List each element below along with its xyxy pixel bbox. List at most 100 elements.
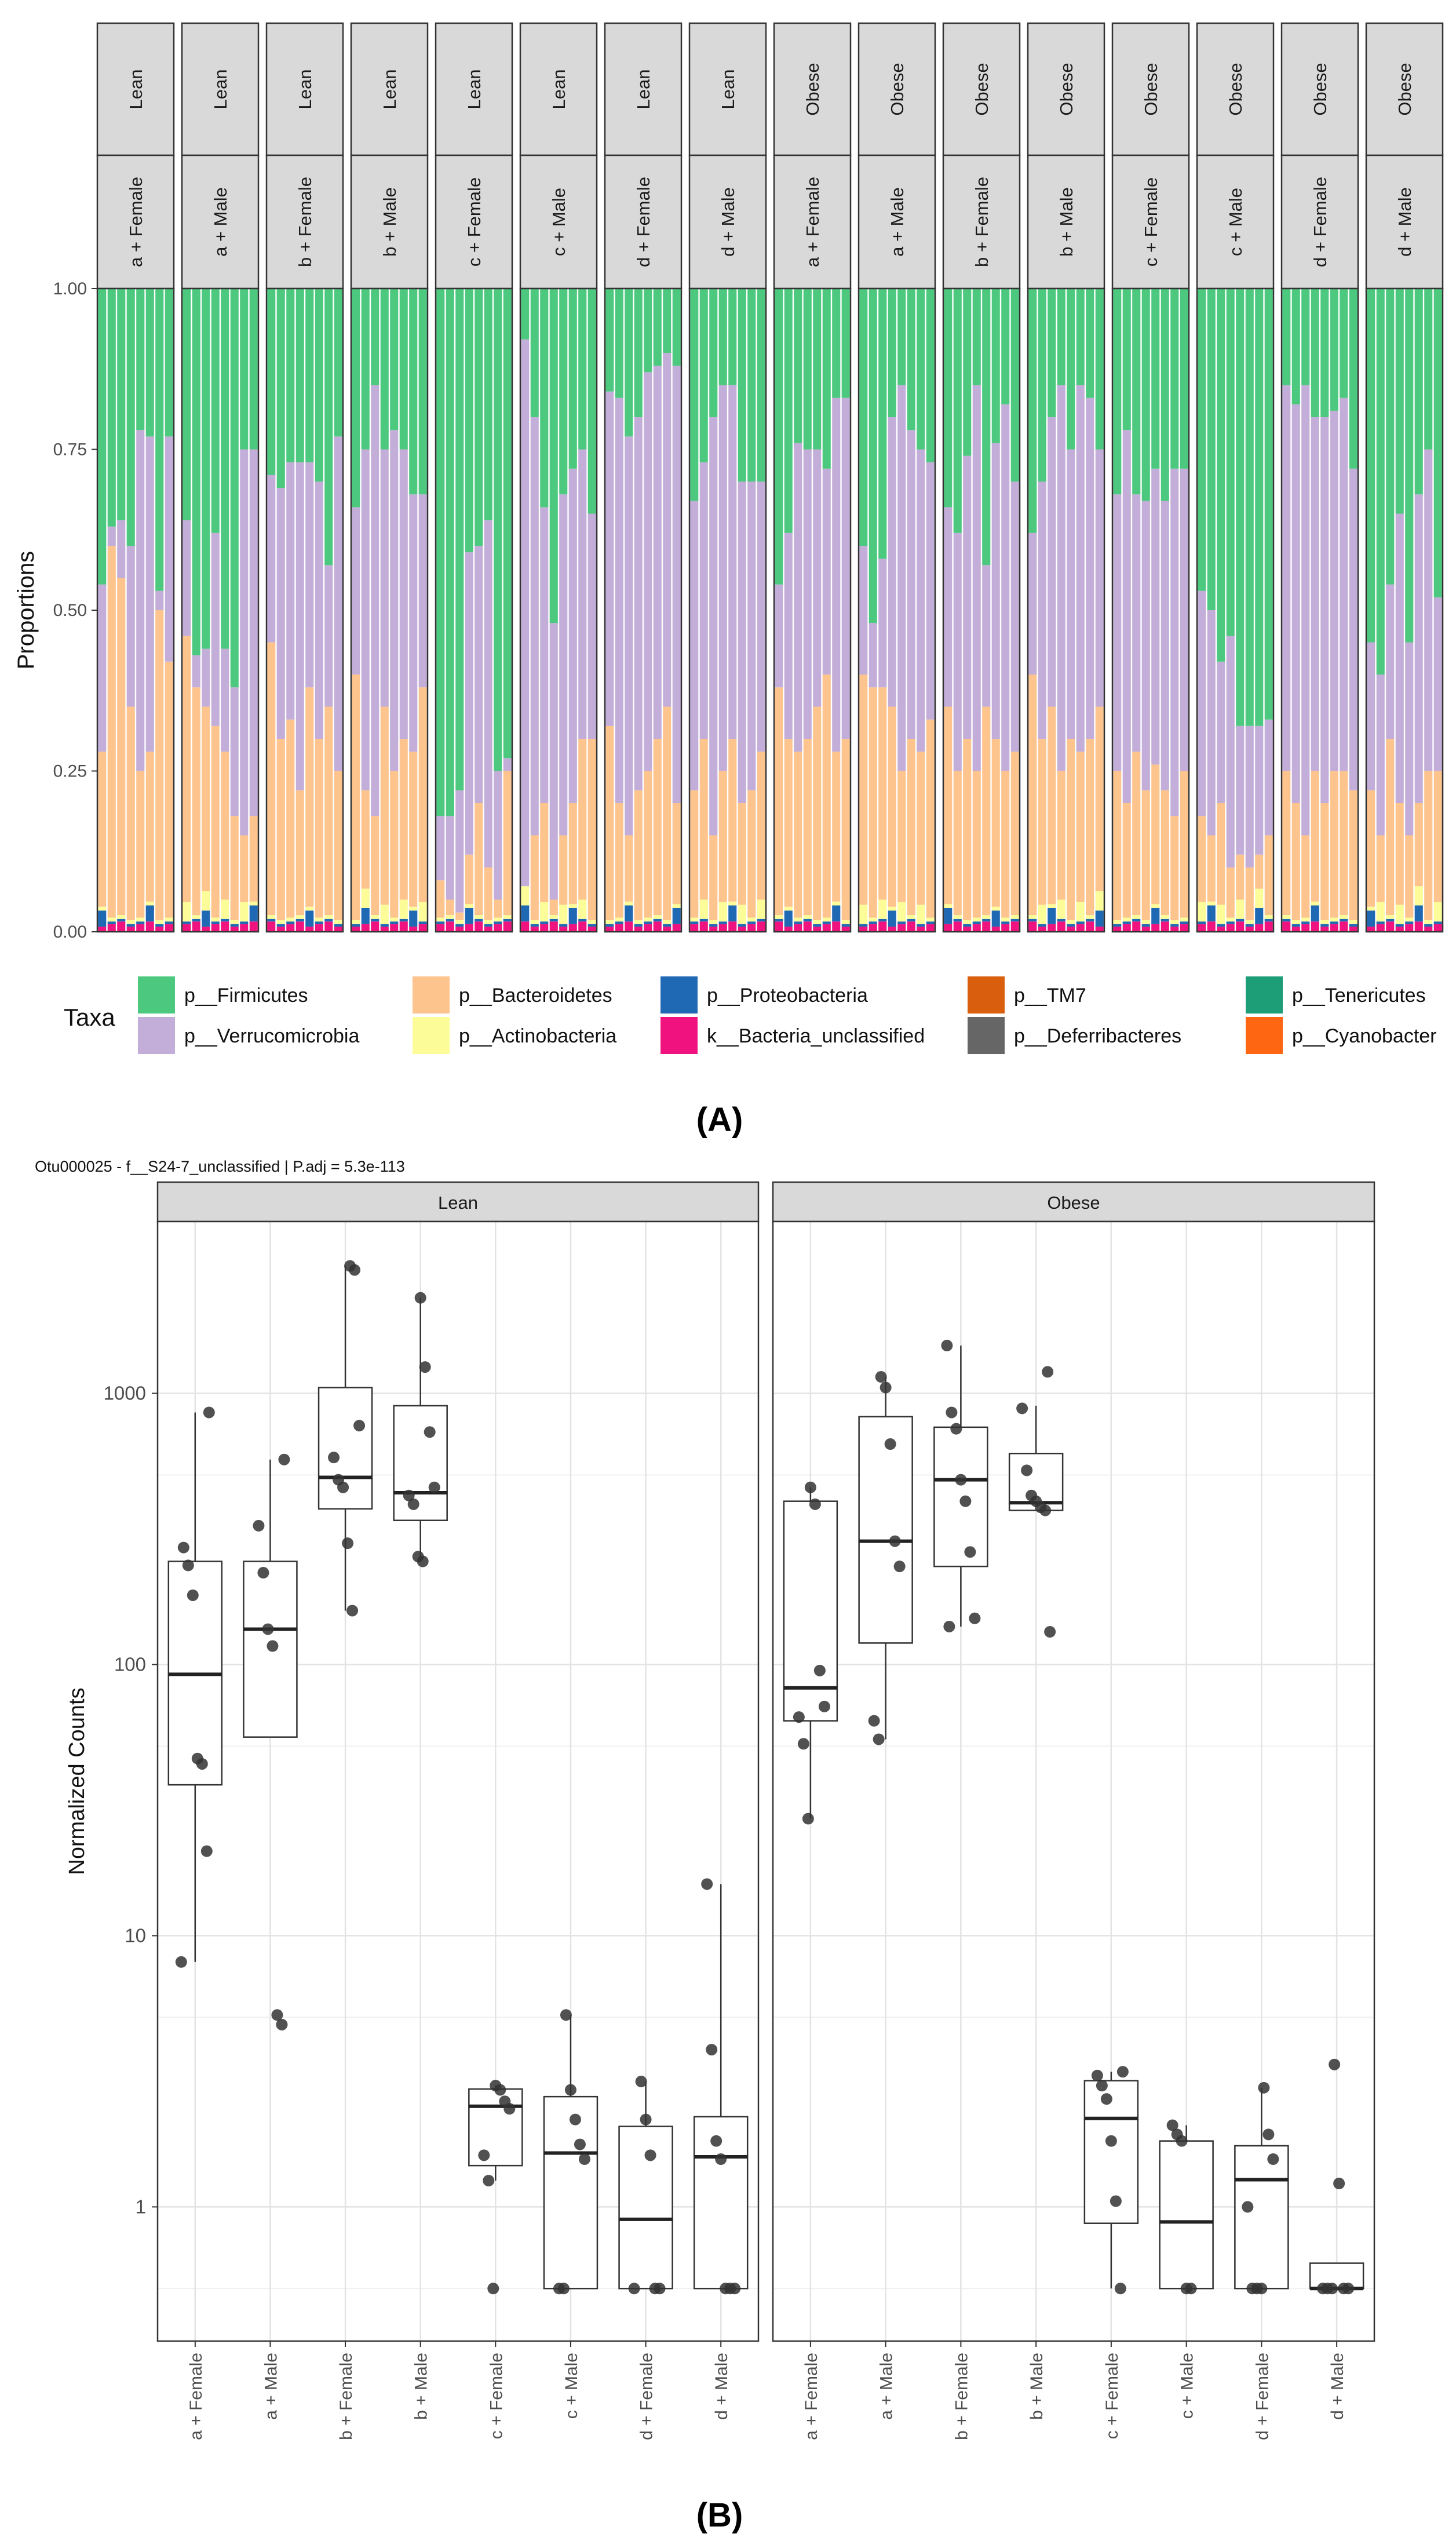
bar-segment-firmicutes — [747, 289, 756, 482]
bar-segment-firmicutes — [869, 289, 877, 624]
bar-segment-minor-taxa — [371, 921, 379, 932]
panel-a-label-open: ( — [696, 1101, 708, 1139]
bar-segment-bacteroidetes — [1095, 706, 1104, 892]
bar-segment-firmicutes — [446, 289, 454, 816]
bar-segment-minor-taxa — [1282, 918, 1291, 922]
bar-segment-minor-taxa — [549, 918, 558, 922]
bar-segment-bacteroidetes — [1311, 771, 1319, 902]
bar-segment-verrucomicrobia — [1141, 501, 1150, 790]
bar-segment-bacteroidetes — [1122, 803, 1131, 918]
bar-segment-bacteroidetes — [559, 835, 568, 905]
bar-segment-firmicutes — [991, 289, 1000, 443]
bar-segment-minor-taxa — [644, 921, 652, 924]
data-point — [720, 2283, 732, 2295]
data-point — [797, 1738, 809, 1750]
bar-segment-bacteroidetes — [917, 752, 925, 905]
bar-segment-minor-taxa — [1161, 921, 1169, 932]
bar-segment-verrucomicrobia — [1291, 404, 1300, 803]
data-point — [802, 1813, 814, 1825]
data-point — [1338, 2283, 1350, 2295]
bar-segment-minor-taxa — [1340, 918, 1348, 922]
bar-segment-minor-taxa — [775, 918, 783, 922]
bar-segment-verrucomicrobia — [446, 816, 454, 900]
bar-segment-bacteroidetes — [841, 739, 850, 921]
bar-segment-verrucomicrobia — [1236, 726, 1245, 855]
bar-segment-bacteroidetes — [98, 752, 107, 907]
bar-segment-minor-taxa — [1122, 924, 1131, 932]
bar-segment-bacteroidetes — [897, 771, 906, 902]
bar-segment-firmicutes — [409, 289, 418, 495]
bar-segment-minor-taxa — [352, 920, 360, 924]
bar-segment-minor-taxa — [559, 927, 568, 932]
bar-segment-minor-taxa — [972, 924, 981, 932]
legend-swatch — [661, 1017, 698, 1054]
bar-segment-bacteroidetes — [944, 706, 953, 905]
bar-segment-minor-taxa — [1132, 918, 1141, 922]
data-point — [578, 2153, 590, 2165]
bar-segment-firmicutes — [644, 289, 652, 373]
data-point — [187, 1589, 199, 1601]
bar-segment-firmicutes — [963, 289, 972, 456]
bar-segment-minor-taxa — [568, 924, 577, 932]
bar-segment-minor-taxa — [305, 906, 314, 911]
bar-segment-minor-taxa — [1236, 899, 1245, 919]
legend-entry-label: p__Firmicutes — [184, 985, 308, 1007]
bar-segment-firmicutes — [155, 289, 164, 591]
bar-segment-minor-taxa — [1226, 917, 1235, 922]
bar-segment-bacteroidetes — [286, 719, 295, 918]
facet-strip-top-label: Lean — [464, 70, 484, 110]
bar-segment-firmicutes — [859, 289, 868, 546]
bar-segment-bacteroidetes — [775, 687, 783, 916]
bar-segment-minor-taxa — [559, 905, 568, 924]
bar-segment-firmicutes — [775, 289, 783, 585]
bar-segment-firmicutes — [1198, 289, 1206, 591]
bar-segment-minor-taxa — [1067, 924, 1075, 927]
bar-segment-firmicutes — [1301, 289, 1310, 385]
bar-segment-bacteroidetes — [1113, 771, 1122, 921]
bar-segment-minor-taxa — [1217, 927, 1225, 932]
bar-segment-verrucomicrobia — [1433, 597, 1442, 771]
bar-segment-bacteroidetes — [436, 880, 445, 918]
bar-segment-bacteroidetes — [1376, 835, 1385, 902]
bar-segment-minor-taxa — [399, 899, 408, 919]
bar-segment-minor-taxa — [747, 917, 756, 922]
panel-a-stacked-bar-chart: 0.00 0.25 0.50 0.75 1.00 Proportions Lean a + F… — [13, 22, 1444, 942]
bar-segment-minor-taxa — [390, 917, 399, 922]
bar-segment-minor-taxa — [465, 907, 473, 924]
bar-segment-verrucomicrobia — [1405, 642, 1414, 836]
panel-b-label-close: ) — [732, 2496, 743, 2534]
bar-segment-minor-taxa — [1226, 924, 1235, 932]
facet-strip-top-label: Lean — [210, 70, 231, 110]
bar-segment-bacteroidetes — [832, 752, 841, 902]
bar-segment-firmicutes — [1424, 289, 1433, 450]
facet-strip-sub-label: b + Male — [379, 187, 400, 257]
bar-segment-verrucomicrobia — [1386, 584, 1395, 739]
bar-segment-bacteroidetes — [615, 803, 623, 918]
bar-segment-minor-taxa — [136, 917, 145, 922]
box-iqr — [933, 1426, 988, 1567]
bar-segment-minor-taxa — [521, 921, 530, 932]
bar-segment-minor-taxa — [1086, 915, 1094, 919]
bar-segment-minor-taxa — [634, 924, 643, 927]
bar-segment-firmicutes — [1086, 289, 1094, 398]
bar-segment-minor-taxa — [540, 902, 549, 922]
bar-segment-minor-taxa — [1001, 917, 1010, 922]
bar-segment-minor-taxa — [1340, 921, 1348, 932]
bar-segment-minor-taxa — [503, 915, 512, 919]
facet-strip-sub — [604, 154, 683, 290]
bar-segment-bacteroidetes — [888, 706, 896, 907]
bar-segment-bacteroidetes — [907, 739, 915, 916]
bar-segment-firmicutes — [1405, 289, 1414, 643]
bar-segment-verrucomicrobia — [1161, 501, 1169, 790]
bar-segment-verrucomicrobia — [738, 482, 746, 803]
bar-segment-verrucomicrobia — [155, 590, 164, 610]
data-point — [257, 1567, 269, 1579]
bar-segment-bacteroidetes — [183, 636, 191, 902]
data-point — [873, 1733, 885, 1745]
panel-b-label-letter: B — [707, 2496, 732, 2534]
bar-segment-verrucomicrobia — [305, 462, 314, 688]
bar-segment-minor-taxa — [1198, 902, 1206, 922]
bar-segment-minor-taxa — [530, 924, 539, 927]
data-point — [403, 1489, 415, 1501]
data-point — [483, 2175, 495, 2187]
